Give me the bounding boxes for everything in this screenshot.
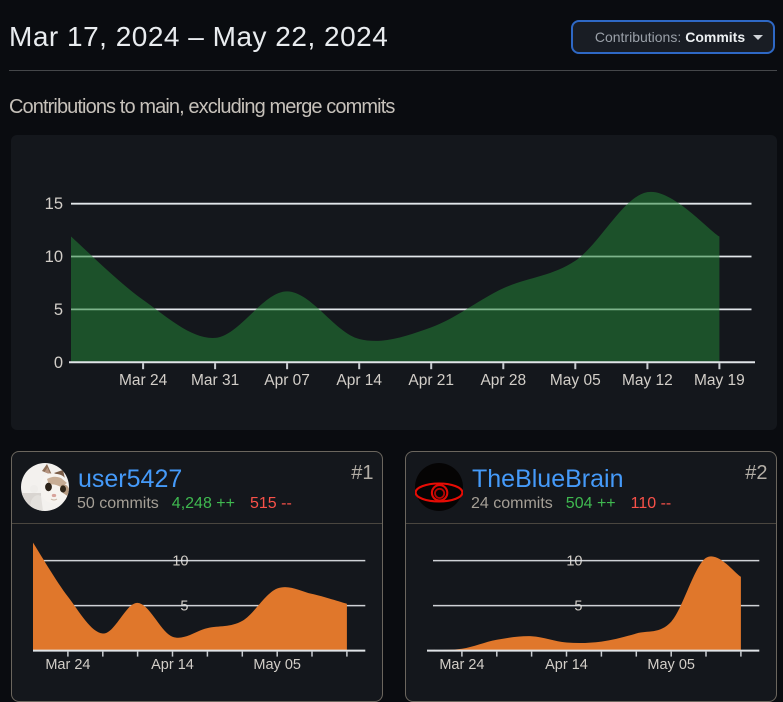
svg-text:May 05: May 05	[647, 657, 695, 673]
svg-text:May 19: May 19	[694, 372, 745, 389]
svg-text:Apr 14: Apr 14	[336, 372, 382, 389]
svg-text:May 05: May 05	[253, 657, 301, 673]
svg-text:Apr 14: Apr 14	[545, 657, 588, 673]
svg-text:May 05: May 05	[550, 372, 601, 389]
svg-text:Mar 24: Mar 24	[119, 372, 168, 389]
svg-text:Mar 24: Mar 24	[439, 657, 484, 673]
svg-text:Apr 28: Apr 28	[480, 372, 526, 389]
svg-text:Apr 07: Apr 07	[264, 372, 310, 389]
svg-text:0: 0	[54, 354, 63, 372]
svg-text:May 12: May 12	[622, 372, 673, 389]
svg-text:10: 10	[45, 248, 63, 266]
svg-text:Apr 21: Apr 21	[408, 372, 454, 389]
svg-text:5: 5	[54, 301, 63, 319]
svg-text:Apr 14: Apr 14	[151, 657, 194, 673]
svg-text:10: 10	[172, 554, 188, 570]
svg-text:15: 15	[45, 195, 63, 213]
svg-text:5: 5	[574, 599, 582, 615]
svg-text:10: 10	[566, 554, 582, 570]
svg-text:Mar 24: Mar 24	[45, 657, 90, 673]
svg-text:Mar 31: Mar 31	[191, 372, 239, 389]
svg-text:5: 5	[180, 599, 188, 615]
